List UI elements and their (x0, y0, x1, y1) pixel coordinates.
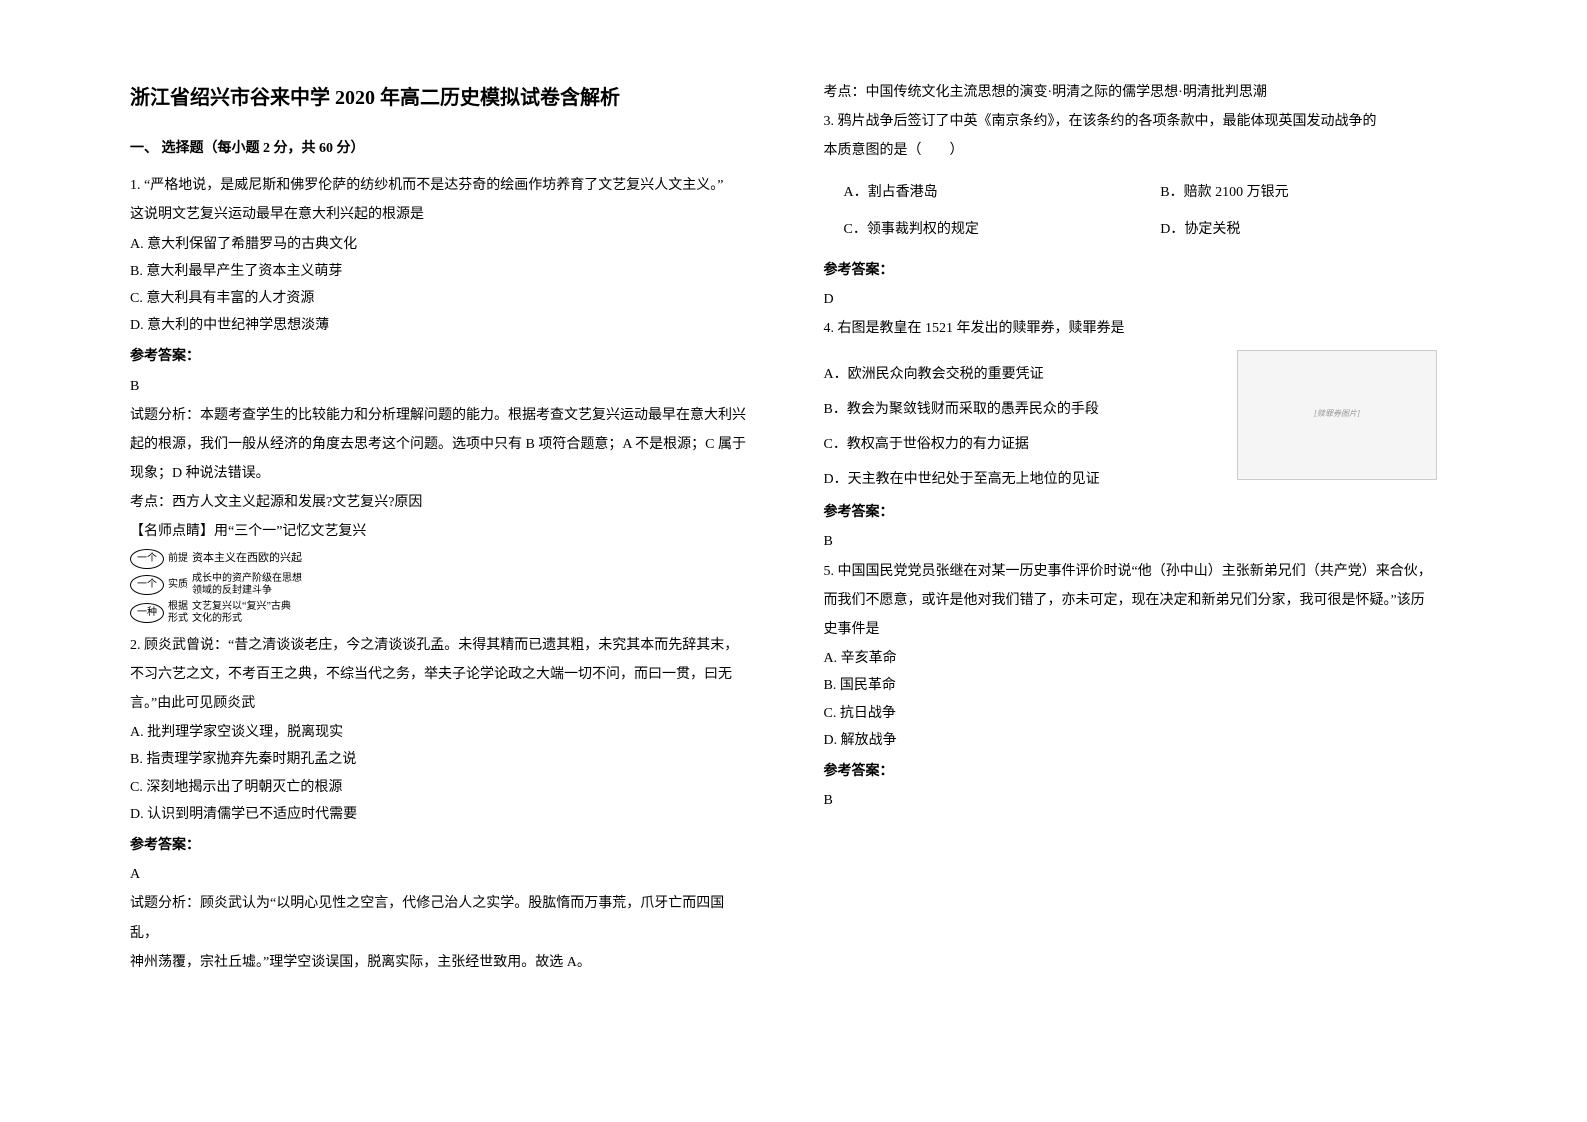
q3-answer: D (824, 287, 1458, 312)
q2-stem1: 2. 顾炎武曾说：“昔之清谈谈老庄，今之清谈谈孔孟。未得其精而已遗其粗，未究其本… (130, 633, 764, 658)
tip-row-3: 一种 根据 形式 文艺复兴以“复兴”古典 文化的形式 (130, 601, 764, 625)
q3-stem1: 3. 鸦片战争后签订了中英《南京条约》，在该条约的各项条款中，最能体现英国发动战… (824, 109, 1458, 134)
q5-optA: A. 辛亥革命 (824, 646, 1458, 671)
q5-stem1: 5. 中国国民党党员张继在对某一历史事件评价时说“他（孙中山）主张新弟兄们（共产… (824, 559, 1458, 584)
q1-optD: D. 意大利的中世纪神学思想淡薄 (130, 313, 764, 338)
q1-tip-title: 【名师点睛】用“三个一”记忆文艺复兴 (130, 519, 764, 544)
q3-options: A．割占香港岛 B．赔款 2100 万银元 C．领事裁判权的规定 D．协定关税 (824, 174, 1458, 248)
q2-optC: C. 深刻地揭示出了明朝灭亡的根源 (130, 775, 764, 800)
tip3-oval: 一种 (130, 603, 164, 623)
left-column: 浙江省绍兴市谷来中学 2020 年高二历史模拟试卷含解析 一、 选择题（每小题 … (100, 80, 794, 1082)
q2-analysis1: 试题分析：顾炎武认为“以明心见性之空言，代修己治人之实学。股肱惰而万事荒，爪牙亡… (130, 891, 764, 916)
q1-stem1: 1. “严格地说，是威尼斯和佛罗伦萨的纺纱机而不是达芬奇的绘画作坊养育了文艺复兴… (130, 173, 764, 198)
q5-answer-label: 参考答案： (824, 759, 1458, 784)
q4-answer: B (824, 529, 1458, 554)
tip1-oval: 一个 (130, 549, 164, 569)
section-heading: 一、 选择题（每小题 2 分，共 60 分） (130, 136, 764, 161)
indulgence-image: [赎罪券图片] (1237, 350, 1437, 480)
tip-row-2: 一个 实质 成长中的资产阶级在思想 领域的反封建斗争 (130, 573, 764, 597)
tip3c: 形式 (168, 613, 188, 625)
tip2-oval: 一个 (130, 575, 164, 595)
tip3b: 文艺复兴以“复兴”古典 (192, 601, 291, 613)
tip1-stack: 前提 (168, 553, 188, 565)
q2-answer-label: 参考答案： (130, 833, 764, 858)
tip2c: 领域的反封建斗争 (192, 585, 302, 597)
tip3-text: 文艺复兴以“复兴”古典 文化的形式 (192, 601, 291, 625)
q5-answer: B (824, 788, 1458, 813)
q2-analysis2: 乱， (130, 921, 764, 946)
tip-row-1: 一个 前提 资本主义在西欧的兴起 (130, 549, 764, 569)
q3-optA: A．割占香港岛 (824, 174, 1141, 211)
tip1b: 资本主义在西欧的兴起 (192, 549, 302, 569)
q3-optD: D．协定关税 (1140, 211, 1457, 248)
q1-optA: A. 意大利保留了希腊罗马的古典文化 (130, 232, 764, 257)
q3-optB: B．赔款 2100 万银元 (1140, 174, 1457, 211)
q2-optB: B. 指责理学家抛弃先秦时期孔孟之说 (130, 747, 764, 772)
q2-optA: A. 批判理学家空谈义理，脱离现实 (130, 720, 764, 745)
q4-stem: 4. 右图是教皇在 1521 年发出的赎罪券，赎罪券是 (824, 316, 1458, 341)
q2-optD: D. 认识到明清儒学已不适应时代需要 (130, 802, 764, 827)
q1-analysis1: 试题分析：本题考查学生的比较能力和分析理解问题的能力。根据考查文艺复兴运动最早在… (130, 403, 764, 428)
tip3d: 文化的形式 (192, 613, 291, 625)
q3-stem2: 本质意图的是（ ） (824, 138, 1458, 163)
tip2-text: 成长中的资产阶级在思想 领域的反封建斗争 (192, 573, 302, 597)
tip3-stack: 根据 形式 (168, 601, 188, 625)
q1-kaodian: 考点：西方人文主义起源和发展?文艺复兴?原因 (130, 490, 764, 515)
q5-optC: C. 抗日战争 (824, 701, 1458, 726)
q5-stem2: 而我们不愿意，或许是他对我们错了，亦未可定，现在决定和新弟兄们分家，我可很是怀疑… (824, 588, 1458, 613)
q1-optC: C. 意大利具有丰富的人才资源 (130, 286, 764, 311)
q5-optB: B. 国民革命 (824, 673, 1458, 698)
tip3a: 根据 (168, 601, 188, 613)
q2-kaodian: 考点：中国传统文化主流思想的演变·明清之际的儒学思想·明清批判思潮 (824, 80, 1458, 105)
q1-stem2: 这说明文艺复兴运动最早在意大利兴起的根源是 (130, 202, 764, 227)
q2-answer: A (130, 862, 764, 887)
tip2-stack: 实质 (168, 579, 188, 591)
q3-answer-label: 参考答案： (824, 258, 1458, 283)
q1-analysis3: 现象；D 种说法错误。 (130, 461, 764, 486)
q4-answer-label: 参考答案： (824, 500, 1458, 525)
right-column: 考点：中国传统文化主流思想的演变·明清之际的儒学思想·明清批判思潮 3. 鸦片战… (794, 80, 1488, 1082)
tip2b: 成长中的资产阶级在思想 (192, 573, 302, 585)
q5-stem3: 史事件是 (824, 617, 1458, 642)
q1-answer: B (130, 374, 764, 399)
exam-title: 浙江省绍兴市谷来中学 2020 年高二历史模拟试卷含解析 (130, 80, 764, 116)
q2-analysis3: 神州荡覆，宗社丘墟。”理学空谈误国，脱离实际，主张经世致用。故选 A。 (130, 950, 764, 975)
q2-stem2: 不习六艺之文，不考百王之典，不综当代之务，举夫子论学论政之大端一切不问，而曰一贯… (130, 662, 764, 687)
tip1a: 前提 (168, 553, 188, 565)
q5-optD: D. 解放战争 (824, 728, 1458, 753)
q1-analysis2: 起的根源，我们一般从经济的角度去思考这个问题。选项中只有 B 项符合题意；A 不… (130, 432, 764, 457)
q1-answer-label: 参考答案： (130, 344, 764, 369)
q1-optB: B. 意大利最早产生了资本主义萌芽 (130, 259, 764, 284)
tip2a: 实质 (168, 579, 188, 591)
q2-stem3: 言。”由此可见顾炎武 (130, 691, 764, 716)
q3-optC: C．领事裁判权的规定 (824, 211, 1141, 248)
